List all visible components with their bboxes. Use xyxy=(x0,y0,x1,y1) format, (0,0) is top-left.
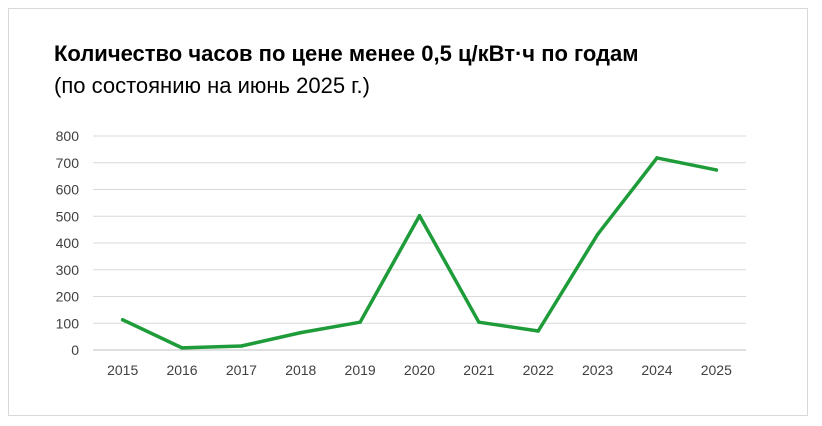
y-tick-label: 600 xyxy=(56,182,80,198)
x-tick-label: 2022 xyxy=(523,362,554,378)
x-tick-label: 2020 xyxy=(404,362,435,378)
y-tick-label: 100 xyxy=(56,315,80,331)
chart-title: Количество часов по цене менее 0,5 ц/кВт… xyxy=(54,41,639,66)
y-axis-ticks: 0 100 200 300 400 500 600 700 800 xyxy=(56,128,80,358)
data-point xyxy=(120,318,125,322)
data-point xyxy=(714,168,719,172)
data-point xyxy=(536,329,540,333)
x-tick-label: 2016 xyxy=(166,362,197,378)
y-tick-label: 300 xyxy=(56,262,80,278)
data-point xyxy=(417,213,422,218)
gridlines xyxy=(93,135,746,351)
chart-frame xyxy=(8,8,808,416)
series-lines xyxy=(120,156,719,350)
y-tick-label: 200 xyxy=(56,289,80,305)
y-tick-label: 0 xyxy=(71,342,79,358)
data-point xyxy=(239,344,244,348)
data-point xyxy=(180,346,184,350)
data-point xyxy=(655,156,659,160)
series-line xyxy=(120,156,719,350)
data-point xyxy=(595,232,600,237)
y-tick-label: 500 xyxy=(56,208,80,224)
y-tick-label: 400 xyxy=(56,235,80,251)
x-tick-label: 2021 xyxy=(463,362,494,378)
x-tick-label: 2017 xyxy=(226,362,257,378)
data-point xyxy=(299,330,303,335)
y-tick-label: 700 xyxy=(56,155,80,171)
x-tick-label: 2018 xyxy=(285,362,316,378)
x-tick-label: 2024 xyxy=(641,362,672,378)
data-point xyxy=(358,320,362,324)
y-tick-label: 800 xyxy=(56,128,80,144)
x-axis-ticks: 2015 2016 2017 2018 2019 2020 2021 2022 2023 2024… xyxy=(107,362,732,378)
x-tick-label: 2015 xyxy=(107,362,138,378)
x-tick-label: 2025 xyxy=(701,362,732,378)
data-point xyxy=(477,320,481,324)
x-tick-label: 2019 xyxy=(345,362,376,378)
chart-subtitle: (по состоянию на июнь 2025 г.) xyxy=(54,73,370,98)
x-tick-label: 2023 xyxy=(582,362,613,378)
